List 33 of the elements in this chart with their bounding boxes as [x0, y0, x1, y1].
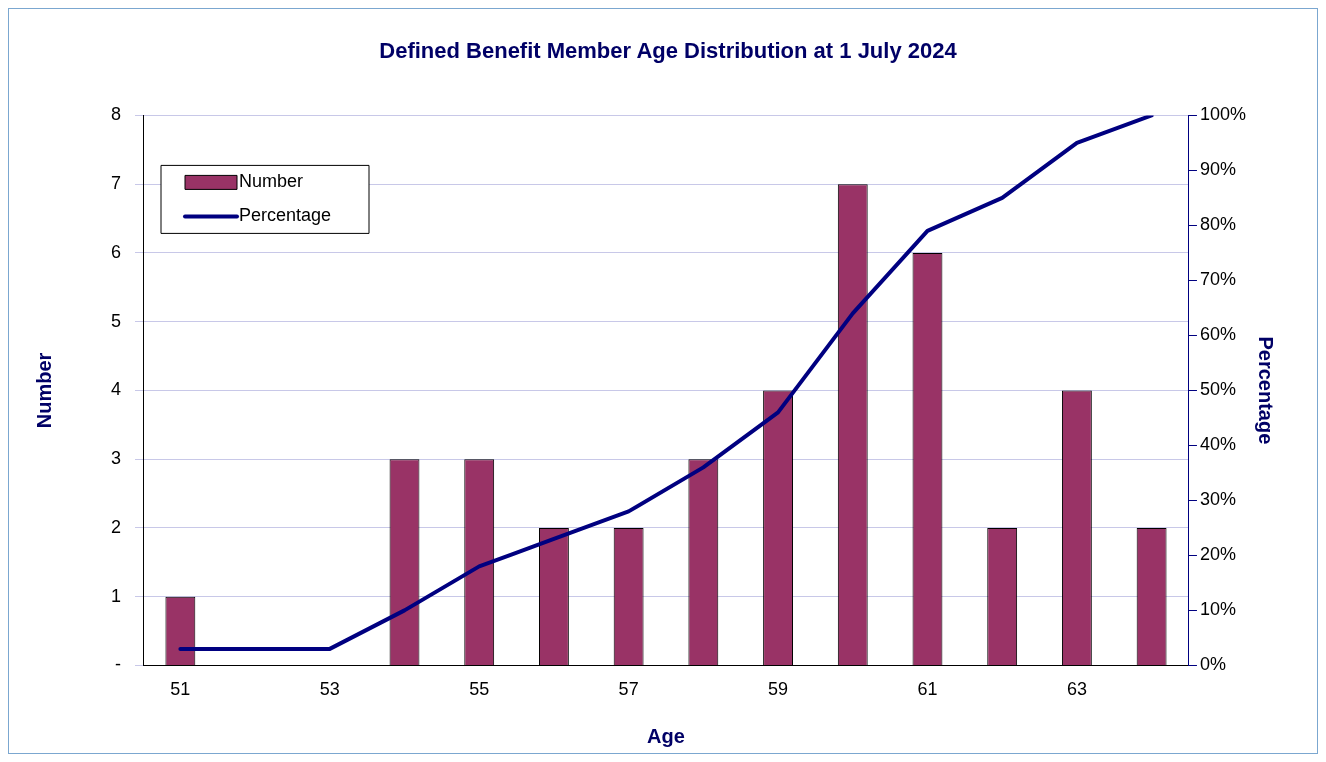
y2-tick-label: 100% — [1199, 104, 1247, 125]
y-tick-label: 8 — [111, 104, 122, 125]
y-tick-label: 1 — [111, 585, 122, 606]
x-tick-label: 55 — [469, 679, 490, 700]
x-tick-label: 53 — [319, 679, 340, 700]
y-tick-label: 5 — [111, 310, 122, 331]
y2-tick-label: 10% — [1199, 599, 1236, 620]
y2-tick-label: 30% — [1199, 489, 1236, 510]
y2-axis-title: Percentage — [1255, 336, 1278, 445]
y2-tick-label: 70% — [1199, 269, 1236, 290]
y2-tick-label: 40% — [1199, 434, 1236, 455]
y-tick-label: 6 — [111, 241, 122, 262]
x-tick-label: 63 — [1066, 679, 1087, 700]
x-axis-title: Age — [647, 724, 685, 747]
legend-label: Percentage — [239, 205, 332, 226]
x-tick-label: 61 — [917, 679, 938, 700]
y-tick-label: 7 — [111, 173, 122, 194]
x-tick-label: 59 — [768, 679, 789, 700]
y-axis-title: Number — [32, 352, 55, 429]
chart-title: Defined Benefit Member Age Distribution at 1 July 2024 — [379, 38, 958, 64]
y2-tick-label: 50% — [1199, 379, 1236, 400]
y-tick-label: - — [115, 654, 122, 675]
x-tick-label: 57 — [618, 679, 639, 700]
y-tick-label: 2 — [111, 516, 122, 537]
y-tick-label: 4 — [111, 379, 122, 400]
legend-label: Number — [239, 171, 304, 192]
y2-tick-label: 80% — [1199, 214, 1236, 235]
y2-tick-label: 20% — [1199, 544, 1236, 565]
y-tick-label: 3 — [111, 448, 122, 469]
y2-tick-label: 0% — [1199, 654, 1226, 675]
y2-tick-label: 90% — [1199, 159, 1236, 180]
y2-tick-label: 60% — [1199, 324, 1236, 345]
x-tick-label: 51 — [170, 679, 191, 700]
